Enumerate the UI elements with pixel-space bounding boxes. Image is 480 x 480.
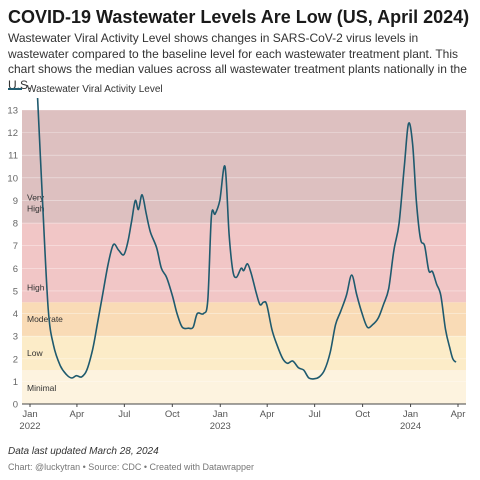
y-tick-label: 10 [7,173,18,184]
line-layer [36,98,457,380]
legend: Wastewater Viral Activity Level [8,82,163,96]
x-tick-label: Jul [118,409,130,420]
band-high [22,223,466,303]
x-tick-year: 2024 [400,421,421,432]
band-label-minimal: Minimal [27,383,56,393]
x-tick-label: Oct [355,409,370,420]
y-tick-label: 9 [13,196,18,207]
y-tick-label: 2 [13,354,18,365]
band-very-high [22,110,466,224]
y-tick-label: 0 [13,400,18,411]
x-tick-label: Oct [165,409,180,420]
chart-title: COVID-19 Wastewater Levels Are Low (US, … [8,7,470,27]
band-label-high: High [27,283,45,293]
x-tick-label: Jan [22,409,37,420]
y-tick-label: 12 [7,128,18,139]
x-tick-label: Jul [309,409,321,420]
y-tick-label: 4 [13,309,18,320]
chart-description: Wastewater Viral Activity Level shows ch… [8,31,467,92]
y-tick-label: 1 [13,377,18,388]
band-minimal [22,370,466,404]
x-tick-label: Apr [451,409,466,420]
series-line [36,98,457,380]
band-low [22,336,466,371]
x-tick-year: 2022 [19,421,40,432]
last-updated-note: Data last updated March 28, 2024 [8,446,159,457]
y-tick-label: 6 [13,264,18,275]
band-labels-layer: Minimal Low Moderate High Very High [27,192,63,393]
y-tick-label: 11 [8,151,18,162]
x-tick-label: Apr [70,409,85,420]
band-moderate [22,302,466,337]
x-tick-label: Jan [403,409,418,420]
y-tick-label: 7 [13,241,18,252]
y-tick-label: 5 [13,286,18,297]
grid-layer [22,109,466,382]
band-label-moderate: Moderate [27,314,63,324]
y-tick-label: 13 [7,106,18,117]
source-footer: Chart: @luckytran • Source: CDC • Create… [8,462,255,472]
band-label-low: Low [27,348,43,358]
legend-label: Wastewater Viral Activity Level [27,83,163,95]
x-tick-label: Apr [260,409,275,420]
y-tick-label: 8 [13,219,18,230]
x-tick-year: 2023 [210,421,231,432]
bands-layer [22,110,466,404]
y-tick-label: 3 [13,332,18,343]
x-tick-label: Jan [213,409,228,420]
legend-swatch [8,88,22,90]
band-label-very-high: Very High [27,192,45,213]
